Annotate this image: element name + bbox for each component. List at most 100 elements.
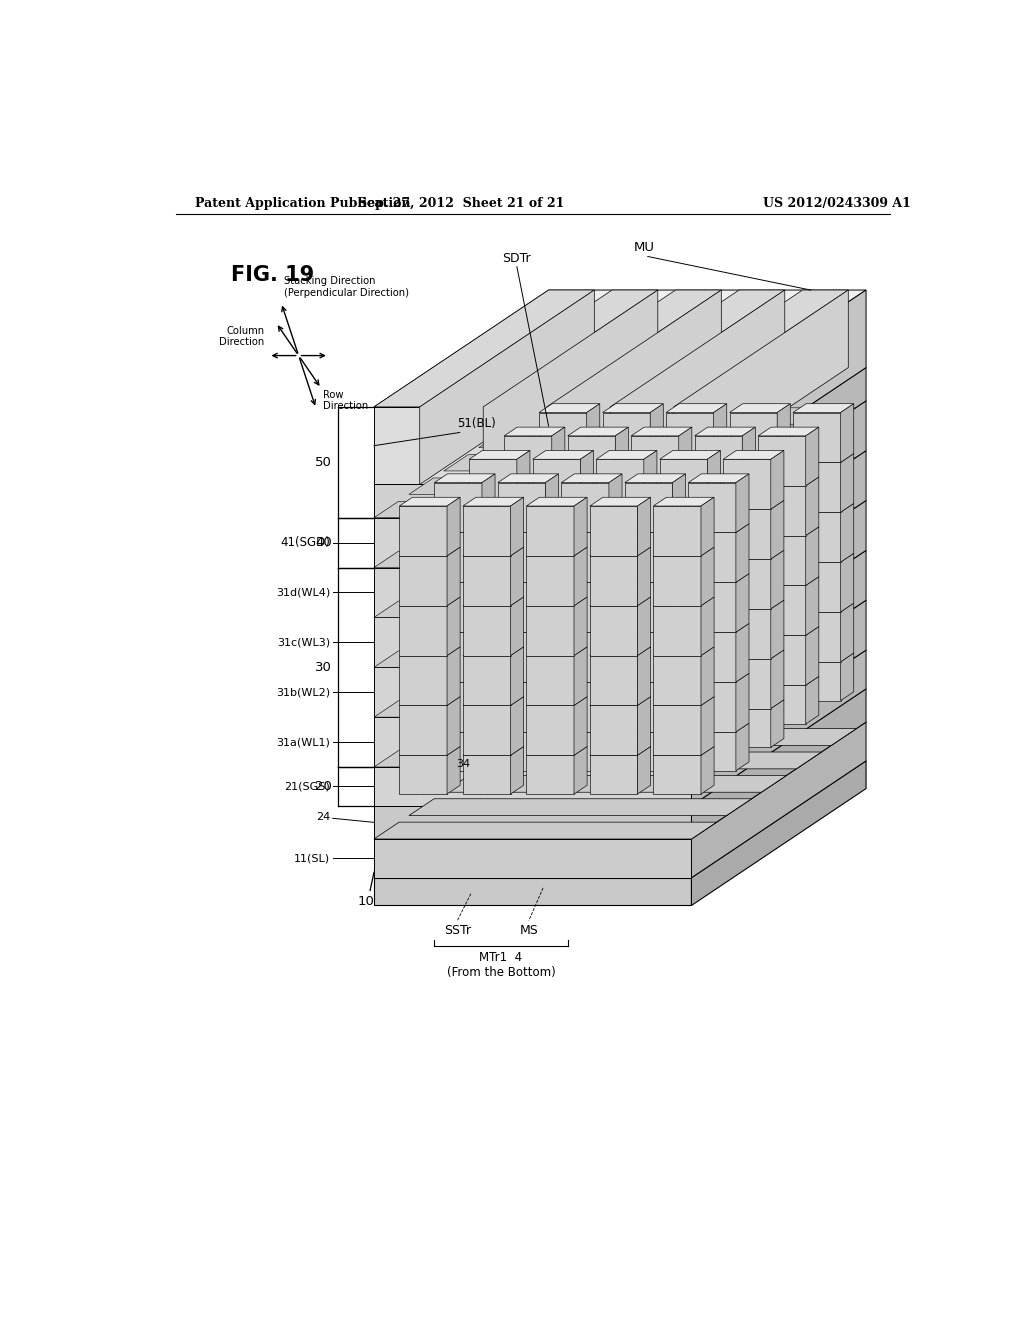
Polygon shape xyxy=(469,510,517,558)
Text: 20: 20 xyxy=(315,780,332,793)
Polygon shape xyxy=(609,474,622,532)
Polygon shape xyxy=(758,428,819,436)
Polygon shape xyxy=(574,747,587,795)
Polygon shape xyxy=(679,627,692,685)
Polygon shape xyxy=(615,428,629,486)
Polygon shape xyxy=(374,878,691,906)
Polygon shape xyxy=(602,553,664,562)
Text: 11(SL): 11(SL) xyxy=(294,853,331,863)
Polygon shape xyxy=(374,767,691,805)
Polygon shape xyxy=(625,532,673,582)
Polygon shape xyxy=(374,840,691,878)
Polygon shape xyxy=(701,498,714,556)
Polygon shape xyxy=(806,428,819,486)
Polygon shape xyxy=(666,462,714,512)
Polygon shape xyxy=(694,635,742,685)
Polygon shape xyxy=(691,401,866,568)
Polygon shape xyxy=(546,474,558,532)
Polygon shape xyxy=(638,546,650,606)
Polygon shape xyxy=(443,554,785,570)
Polygon shape xyxy=(729,503,791,512)
Polygon shape xyxy=(374,822,717,840)
Polygon shape xyxy=(602,653,664,661)
Polygon shape xyxy=(443,775,786,792)
Polygon shape xyxy=(673,723,685,771)
Polygon shape xyxy=(714,503,727,562)
Polygon shape xyxy=(409,478,751,494)
Polygon shape xyxy=(806,477,819,536)
Polygon shape xyxy=(539,661,587,701)
Polygon shape xyxy=(479,480,820,498)
Polygon shape xyxy=(653,597,714,606)
Polygon shape xyxy=(653,755,701,795)
Polygon shape xyxy=(482,574,495,632)
Polygon shape xyxy=(399,697,460,705)
Polygon shape xyxy=(482,623,495,682)
Polygon shape xyxy=(469,550,530,558)
Polygon shape xyxy=(615,627,629,685)
Polygon shape xyxy=(539,404,600,412)
Polygon shape xyxy=(615,676,629,723)
Polygon shape xyxy=(691,601,866,767)
Polygon shape xyxy=(447,597,460,656)
Polygon shape xyxy=(561,483,609,532)
Polygon shape xyxy=(777,653,791,701)
Polygon shape xyxy=(691,689,866,840)
Polygon shape xyxy=(504,627,565,635)
Polygon shape xyxy=(526,597,587,606)
Polygon shape xyxy=(638,597,650,656)
Polygon shape xyxy=(694,527,756,536)
Polygon shape xyxy=(666,404,727,412)
Polygon shape xyxy=(482,723,495,771)
Polygon shape xyxy=(409,528,751,544)
Polygon shape xyxy=(694,627,756,635)
Text: MU: MU xyxy=(633,242,654,255)
Polygon shape xyxy=(399,647,460,656)
Text: Row
Direction: Row Direction xyxy=(323,389,368,411)
Polygon shape xyxy=(498,632,546,682)
Polygon shape xyxy=(609,574,622,632)
Polygon shape xyxy=(479,432,820,447)
Polygon shape xyxy=(758,586,806,635)
Polygon shape xyxy=(723,609,771,659)
Polygon shape xyxy=(673,574,685,632)
Polygon shape xyxy=(723,601,784,609)
Text: FIG. 19: FIG. 19 xyxy=(231,265,314,285)
Polygon shape xyxy=(666,653,727,661)
Polygon shape xyxy=(539,454,600,462)
Polygon shape xyxy=(771,450,784,510)
Polygon shape xyxy=(644,601,657,659)
Polygon shape xyxy=(777,454,791,512)
Polygon shape xyxy=(374,668,691,717)
Polygon shape xyxy=(729,412,777,462)
Polygon shape xyxy=(511,498,523,556)
Polygon shape xyxy=(399,656,447,705)
Polygon shape xyxy=(777,503,791,562)
Polygon shape xyxy=(498,532,546,582)
Polygon shape xyxy=(673,673,685,731)
Polygon shape xyxy=(504,436,552,486)
Polygon shape xyxy=(374,651,716,668)
Polygon shape xyxy=(723,450,784,459)
Text: 31b(WL2): 31b(WL2) xyxy=(276,688,331,697)
Polygon shape xyxy=(625,474,685,483)
Polygon shape xyxy=(631,676,692,685)
Polygon shape xyxy=(729,603,791,612)
Polygon shape xyxy=(463,597,523,606)
Polygon shape xyxy=(631,586,679,635)
Polygon shape xyxy=(602,462,650,512)
Polygon shape xyxy=(374,500,866,618)
Polygon shape xyxy=(532,558,581,609)
Polygon shape xyxy=(374,722,866,840)
Polygon shape xyxy=(567,577,629,586)
Polygon shape xyxy=(688,682,736,731)
Polygon shape xyxy=(399,705,447,755)
Polygon shape xyxy=(650,404,664,462)
Polygon shape xyxy=(777,603,791,661)
Polygon shape xyxy=(567,527,629,536)
Polygon shape xyxy=(793,603,854,612)
Polygon shape xyxy=(590,546,650,556)
Polygon shape xyxy=(659,601,721,609)
Polygon shape xyxy=(625,731,673,771)
Polygon shape xyxy=(708,649,721,709)
